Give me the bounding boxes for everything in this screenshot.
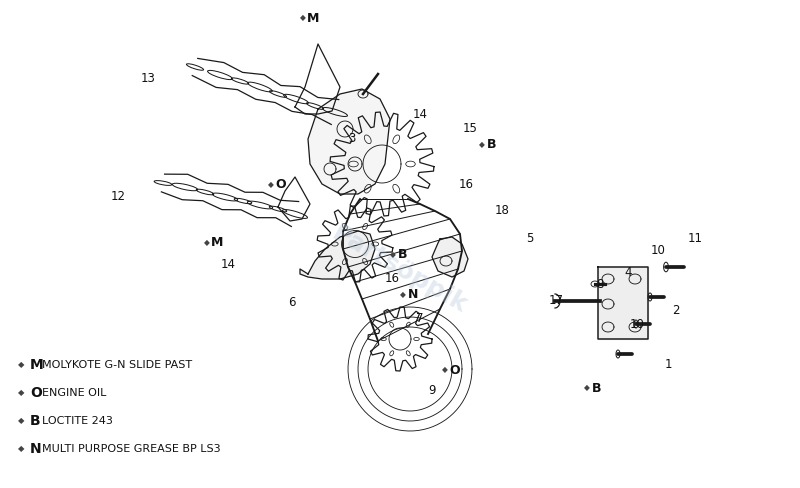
- Text: B: B: [30, 413, 41, 427]
- Text: Partsöppik: Partsöppik: [328, 221, 472, 318]
- Polygon shape: [278, 178, 310, 222]
- Text: 7: 7: [416, 311, 424, 324]
- Text: 14: 14: [413, 108, 427, 121]
- Text: MULTI PURPOSE GREASE BP LS3: MULTI PURPOSE GREASE BP LS3: [42, 443, 221, 453]
- Text: ◆: ◆: [584, 383, 590, 392]
- Text: O: O: [450, 363, 460, 376]
- Text: ◆: ◆: [390, 250, 396, 259]
- Text: 11: 11: [687, 231, 702, 244]
- Text: N: N: [30, 441, 42, 455]
- Text: ◆: ◆: [268, 180, 274, 189]
- Text: M: M: [307, 12, 319, 24]
- Text: 6: 6: [288, 295, 296, 308]
- Text: LOCTITE 243: LOCTITE 243: [42, 415, 113, 425]
- Text: 16: 16: [458, 178, 474, 191]
- Text: 10: 10: [630, 318, 645, 331]
- Text: N: N: [408, 288, 418, 301]
- Polygon shape: [295, 45, 340, 115]
- Text: 4: 4: [624, 265, 632, 278]
- Text: ◆: ◆: [479, 140, 485, 149]
- Polygon shape: [308, 90, 390, 195]
- Text: B: B: [398, 248, 408, 261]
- Text: ◆: ◆: [442, 365, 448, 374]
- Text: ◆: ◆: [18, 444, 25, 452]
- Text: ◆: ◆: [18, 360, 25, 369]
- Text: 14: 14: [221, 258, 235, 271]
- Text: M: M: [211, 236, 223, 249]
- Text: B: B: [487, 138, 497, 151]
- Text: 1: 1: [664, 358, 672, 371]
- Text: 3: 3: [348, 131, 356, 144]
- Text: ◆: ◆: [18, 416, 25, 425]
- Text: MOLYKOTE G-N SLIDE PAST: MOLYKOTE G-N SLIDE PAST: [42, 359, 192, 369]
- Text: 16: 16: [385, 271, 399, 284]
- Text: ENGINE OIL: ENGINE OIL: [42, 387, 106, 397]
- Text: ◆: ◆: [204, 238, 210, 247]
- Text: 15: 15: [462, 121, 478, 134]
- Polygon shape: [598, 267, 648, 339]
- Text: ◆: ◆: [400, 290, 406, 299]
- Text: 12: 12: [110, 189, 126, 202]
- Text: B: B: [592, 381, 602, 394]
- Text: 17: 17: [549, 293, 563, 306]
- Text: 5: 5: [526, 231, 534, 244]
- Text: 13: 13: [141, 71, 155, 84]
- Text: M: M: [30, 357, 44, 371]
- Text: O: O: [30, 385, 42, 399]
- Polygon shape: [300, 231, 375, 280]
- Text: ◆: ◆: [18, 387, 25, 397]
- Polygon shape: [432, 238, 468, 278]
- Text: O: O: [276, 178, 286, 191]
- Text: 10: 10: [650, 243, 666, 256]
- Text: ◆: ◆: [300, 14, 306, 22]
- Text: 8: 8: [596, 278, 604, 291]
- Text: 18: 18: [494, 203, 510, 216]
- Text: 9: 9: [428, 383, 436, 396]
- Text: 2: 2: [672, 303, 680, 316]
